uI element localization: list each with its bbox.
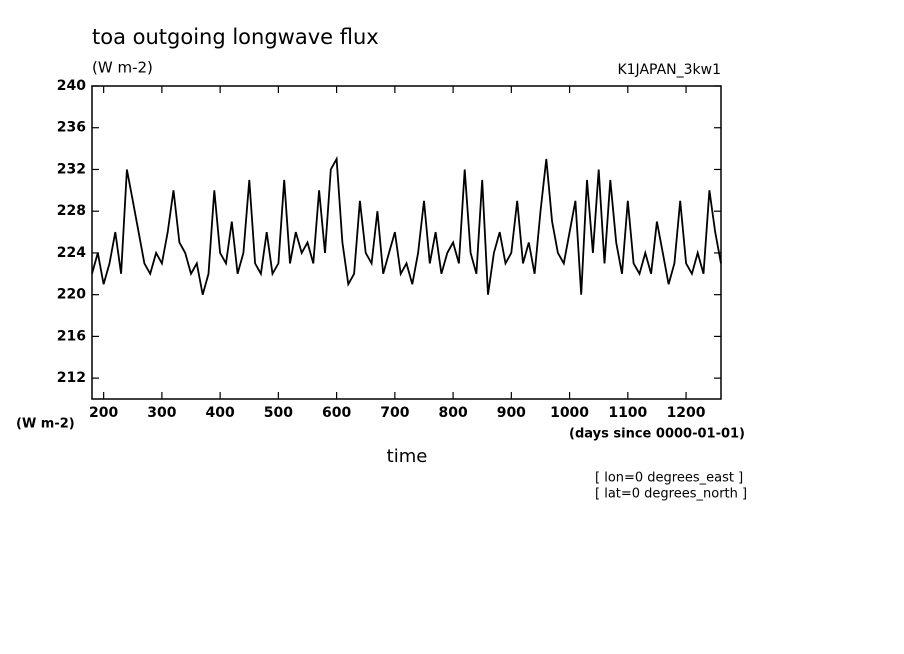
y-tick-label: 236 xyxy=(57,120,86,136)
y-axis-label: (W m-2) xyxy=(16,417,75,432)
y-tick-label: 232 xyxy=(57,161,86,177)
x-tick-label: 600 xyxy=(322,405,351,421)
data-line xyxy=(91,155,722,295)
subtitle: (W m-2) xyxy=(92,59,153,77)
plot-frame xyxy=(91,85,722,400)
note: [ lon=0 degrees_east ] xyxy=(595,471,743,486)
chart-title: toa outgoing longwave flux xyxy=(92,25,379,49)
y-tick-label: 212 xyxy=(57,370,86,386)
x-axis-label: time xyxy=(387,446,428,467)
y-tick-label: 216 xyxy=(57,328,86,344)
y-tick-label: 220 xyxy=(57,287,86,303)
x-tick-label: 300 xyxy=(147,405,176,421)
x-tick-label: 900 xyxy=(497,405,526,421)
x-tick-label: 1200 xyxy=(667,405,706,421)
y-tick-label: 240 xyxy=(57,78,86,94)
x-tick-label: 1100 xyxy=(608,405,647,421)
note: [ lat=0 degrees_north ] xyxy=(595,487,747,502)
x-tick-label: 1000 xyxy=(550,405,589,421)
x-tick-label: 400 xyxy=(206,405,235,421)
x-units: (days since 0000-01-01) xyxy=(569,427,745,442)
x-tick-label: 800 xyxy=(438,405,467,421)
x-tick-label: 700 xyxy=(380,405,409,421)
x-tick-label: 200 xyxy=(89,405,118,421)
x-tick-label: 500 xyxy=(264,405,293,421)
dataset-label: K1JAPAN_3kw1 xyxy=(617,62,721,78)
y-tick-label: 224 xyxy=(57,245,86,261)
y-tick-label: 228 xyxy=(57,203,86,219)
